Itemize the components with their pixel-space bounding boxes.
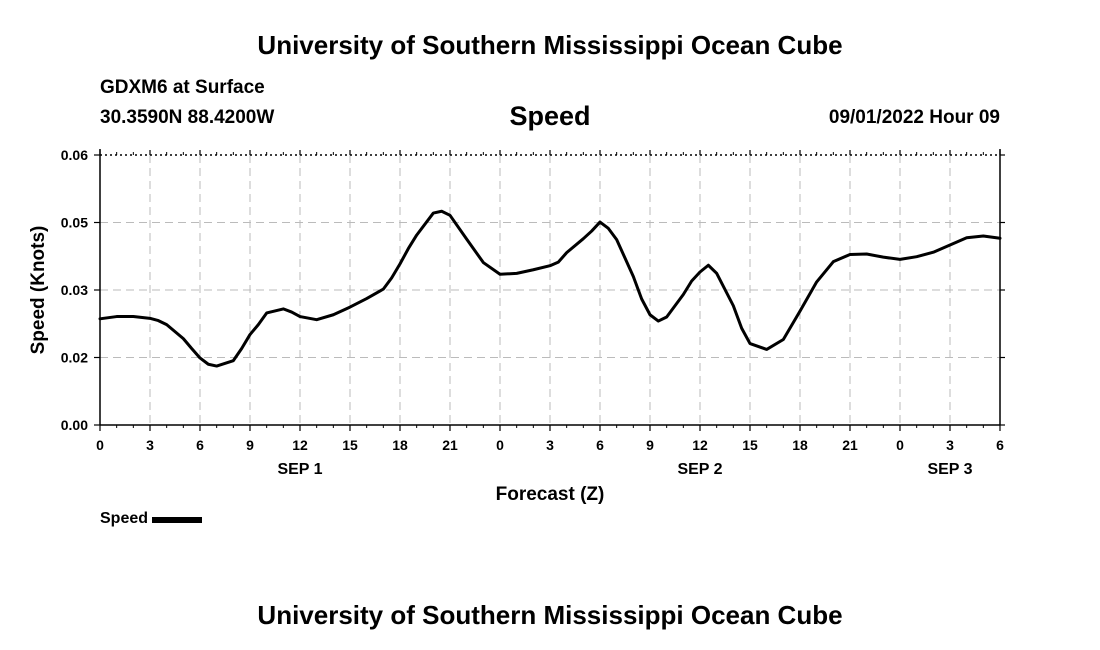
station-label: GDXM6 at Surface <box>100 77 265 98</box>
day-label: SEP 2 <box>677 461 722 478</box>
x-tick-label: 6 <box>596 437 604 453</box>
x-tick-label: 18 <box>792 437 808 453</box>
x-tick-label: 6 <box>996 437 1004 453</box>
datetime-label: 09/01/2022 Hour 09 <box>828 107 1000 128</box>
coordinates-label: 30.3590N 88.4200W <box>100 107 275 128</box>
x-tick-label: 9 <box>246 437 254 453</box>
x-tick-label: 6 <box>196 437 204 453</box>
legend-label: Speed <box>100 510 149 527</box>
day-label: SEP 3 <box>927 461 972 478</box>
x-tick-label: 3 <box>146 437 154 453</box>
y-axis-label: Speed (Knots) <box>28 226 49 355</box>
x-tick-label: 21 <box>442 437 458 453</box>
x-tick-label: 12 <box>692 437 708 453</box>
y-tick-label: 0.00 <box>61 417 88 433</box>
x-tick-label: 15 <box>342 437 358 453</box>
x-axis-label: Forecast (Z) <box>496 484 605 505</box>
y-tick-label: 0.06 <box>61 147 88 163</box>
series-line-speed <box>98 209 1002 368</box>
x-tick-label: 0 <box>496 437 504 453</box>
x-tick-label: 12 <box>292 437 308 453</box>
y-tick-label: 0.03 <box>61 282 88 298</box>
x-tick-label: 3 <box>546 437 554 453</box>
chart-title: Speed <box>509 101 591 131</box>
legend-line-swatch <box>152 517 203 523</box>
x-tick-label: 9 <box>646 437 654 453</box>
x-tick-label: 21 <box>842 437 858 453</box>
y-tick-label: 0.02 <box>61 350 88 366</box>
x-tick-label: 3 <box>946 437 954 453</box>
x-tick-label: 18 <box>392 437 408 453</box>
day-label: SEP 1 <box>277 461 322 478</box>
y-tick-label: 0.05 <box>61 215 88 231</box>
x-tick-label: 15 <box>742 437 758 453</box>
x-tick-label: 0 <box>96 437 104 453</box>
legend: Speed <box>100 510 203 528</box>
chart-footer-title: University of Southern Mississippi Ocean… <box>257 600 843 630</box>
chart-header-title: University of Southern Mississippi Ocean… <box>257 30 843 60</box>
x-tick-label: 0 <box>896 437 904 453</box>
